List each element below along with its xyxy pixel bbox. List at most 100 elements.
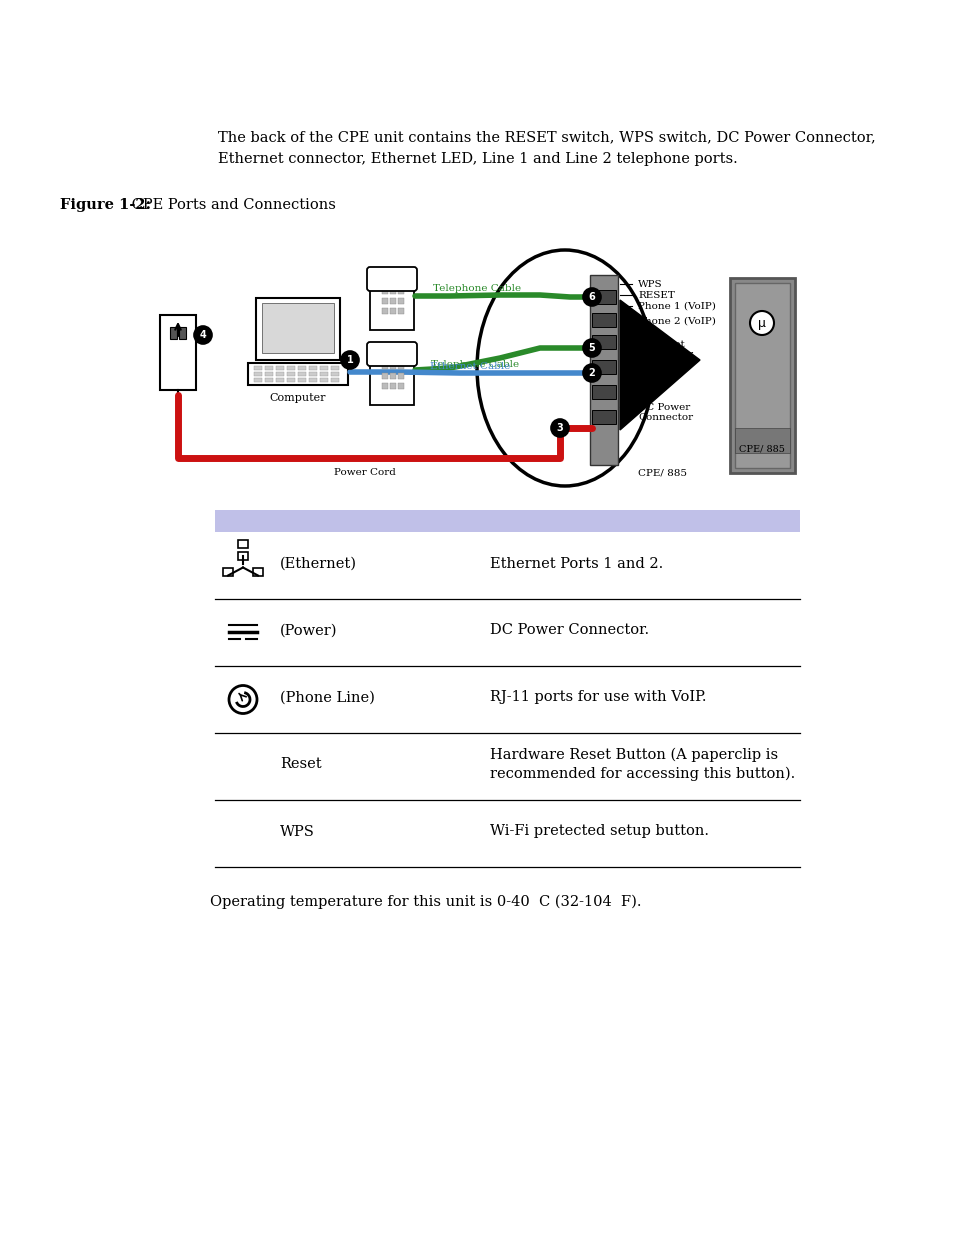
Bar (397, 373, 403, 379)
Bar (253, 366, 262, 370)
Bar (160, 315, 195, 390)
Text: Phone 1 (VoIP): Phone 1 (VoIP) (638, 303, 715, 311)
Bar (381, 363, 388, 369)
Text: Ethernet Cable: Ethernet Cable (430, 362, 510, 370)
Bar (729, 278, 794, 473)
Bar (397, 383, 403, 389)
Text: Power Cord: Power Cord (334, 468, 395, 477)
Bar (287, 372, 294, 375)
Bar (370, 354, 414, 405)
Text: Phone 2 (VoIP): Phone 2 (VoIP) (638, 317, 715, 326)
Bar (214, 510, 800, 532)
Text: Connector: Connector (638, 350, 693, 359)
Text: Telephone Cable: Telephone Cable (433, 284, 520, 293)
Bar (223, 568, 233, 576)
Text: DC Power: DC Power (638, 403, 690, 412)
Text: WPS: WPS (280, 825, 314, 839)
Bar (297, 372, 306, 375)
Bar (237, 552, 248, 559)
Text: μ: μ (758, 316, 765, 330)
Bar (319, 378, 328, 382)
Ellipse shape (476, 249, 652, 487)
Bar (397, 288, 403, 294)
Bar (179, 327, 186, 338)
Bar (390, 383, 395, 389)
Text: Figure 1-2:: Figure 1-2: (60, 198, 151, 212)
Bar (248, 363, 348, 385)
Bar (381, 308, 388, 314)
Text: 5: 5 (588, 343, 595, 353)
Text: Reset: Reset (280, 757, 321, 772)
Bar (297, 378, 306, 382)
Text: Connector: Connector (638, 412, 693, 422)
Circle shape (749, 311, 773, 335)
Bar (275, 378, 284, 382)
Bar (592, 385, 616, 399)
Bar (397, 308, 403, 314)
Bar (734, 429, 789, 453)
Text: CPE/ 885: CPE/ 885 (739, 445, 784, 453)
Bar (253, 372, 262, 375)
Bar (370, 280, 414, 330)
Bar (390, 308, 395, 314)
Circle shape (340, 351, 358, 369)
Text: The back of the CPE unit contains the RESET switch, WPS switch, DC Power Connect: The back of the CPE unit contains the RE… (218, 130, 875, 144)
Bar (381, 298, 388, 304)
Bar (397, 363, 403, 369)
Bar (381, 383, 388, 389)
Bar (309, 366, 316, 370)
FancyBboxPatch shape (367, 342, 416, 366)
Text: Ethernet Ports 1 and 2.: Ethernet Ports 1 and 2. (490, 557, 662, 571)
Bar (255, 298, 339, 359)
Text: 2: 2 (588, 368, 595, 378)
Text: (Power): (Power) (280, 624, 337, 637)
Text: Ethernet connector, Ethernet LED, Line 1 and Line 2 telephone ports.: Ethernet connector, Ethernet LED, Line 1… (218, 152, 737, 165)
Bar (253, 568, 263, 576)
Bar (253, 378, 262, 382)
Bar (397, 298, 403, 304)
Bar (592, 410, 616, 424)
Bar (592, 290, 616, 304)
Bar (309, 378, 316, 382)
Text: 3: 3 (556, 424, 563, 433)
Polygon shape (619, 300, 700, 430)
Bar (381, 373, 388, 379)
Bar (287, 378, 294, 382)
Text: 4: 4 (199, 330, 206, 340)
Bar (262, 303, 334, 353)
Circle shape (582, 288, 600, 306)
Circle shape (551, 419, 568, 437)
Text: 6: 6 (588, 291, 595, 303)
Bar (589, 275, 618, 466)
Text: WPS: WPS (638, 280, 662, 289)
Bar (265, 378, 273, 382)
Bar (381, 288, 388, 294)
Bar (170, 327, 177, 338)
Bar (331, 366, 338, 370)
Text: Operating temperature for this unit is 0-40  C (32-104  F).: Operating temperature for this unit is 0… (210, 895, 640, 909)
Text: Hardware Reset Button (A paperclip is
recommended for accessing this button).: Hardware Reset Button (A paperclip is re… (490, 748, 795, 782)
Circle shape (582, 338, 600, 357)
Bar (297, 366, 306, 370)
Bar (592, 312, 616, 327)
Bar (319, 366, 328, 370)
Bar (265, 372, 273, 375)
Bar (390, 288, 395, 294)
Bar (287, 366, 294, 370)
Bar (592, 359, 616, 374)
Text: DC Power Connector.: DC Power Connector. (490, 624, 648, 637)
Text: Telephone Cable: Telephone Cable (431, 359, 518, 369)
Bar (265, 366, 273, 370)
Bar (390, 363, 395, 369)
Text: Wi-Fi pretected setup button.: Wi-Fi pretected setup button. (490, 825, 708, 839)
Circle shape (229, 685, 256, 714)
Text: Ethernet: Ethernet (638, 340, 684, 350)
Text: Computer: Computer (270, 393, 326, 403)
Text: RJ-11 ports for use with VoIP.: RJ-11 ports for use with VoIP. (490, 690, 706, 704)
Text: 1: 1 (346, 354, 353, 366)
Bar (275, 366, 284, 370)
Text: RESET: RESET (638, 291, 674, 300)
Text: CPE Ports and Connections: CPE Ports and Connections (127, 198, 335, 212)
Bar (331, 378, 338, 382)
FancyBboxPatch shape (367, 267, 416, 291)
